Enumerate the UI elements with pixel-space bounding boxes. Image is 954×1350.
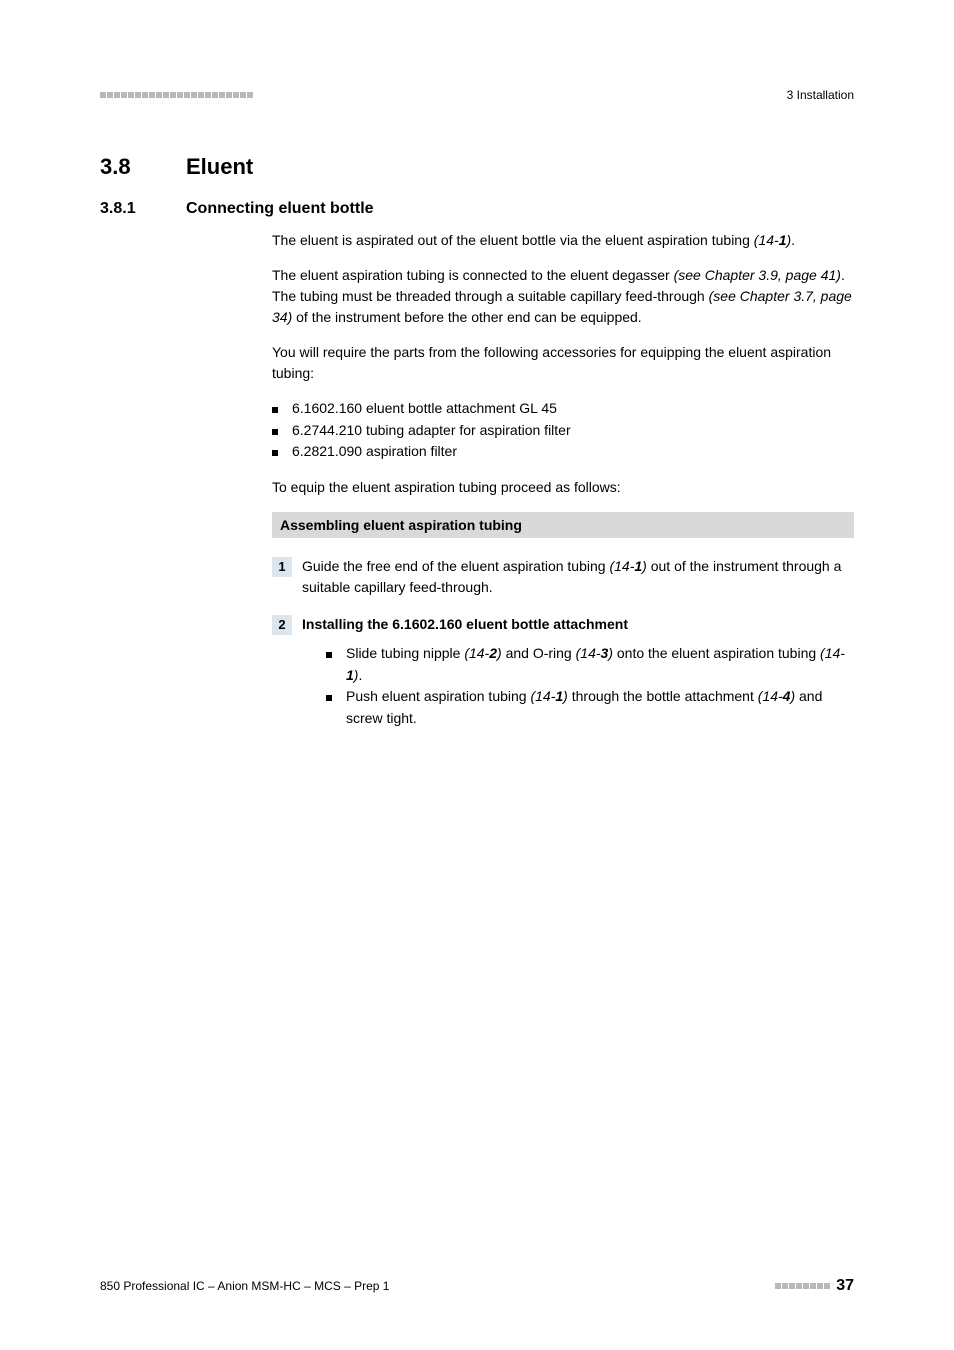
step-content: Installing the 6.1602.160 eluent bottle … [302, 614, 854, 730]
header-decoration [100, 92, 253, 98]
header-chapter: 3 Installation [787, 88, 854, 102]
section-title: Eluent [186, 154, 253, 179]
subsection-number: 3.8.1 [100, 200, 186, 218]
footer-decoration [775, 1283, 830, 1289]
list-item: 6.1602.160 eluent bottle attachment GL 4… [272, 398, 854, 420]
subsection-title: Connecting eluent bottle [186, 200, 374, 217]
step-title: Installing the 6.1602.160 eluent bottle … [302, 614, 854, 635]
section-number: 3.8 [100, 154, 186, 180]
step-number: 1 [272, 557, 292, 577]
footer-left: 850 Professional IC – Anion MSM-HC – MCS… [100, 1279, 389, 1293]
bullet-icon [272, 420, 292, 442]
page-number: 37 [836, 1277, 854, 1295]
bullet-list: 6.1602.160 eluent bottle attachment GL 4… [272, 398, 854, 463]
page-header: 3 Installation [100, 88, 854, 102]
paragraph: You will require the parts from the foll… [272, 342, 854, 384]
list-item: 6.2821.090 aspiration filter [272, 441, 854, 463]
footer-right: 37 [775, 1277, 854, 1295]
step-number: 2 [272, 615, 292, 635]
step: 2 Installing the 6.1602.160 eluent bottl… [272, 614, 854, 730]
paragraph: The eluent is aspirated out of the eluen… [272, 230, 854, 251]
paragraph: The eluent aspiration tubing is connecte… [272, 265, 854, 328]
list-item: Slide tubing nipple (14-2) and O-ring (1… [326, 643, 854, 686]
section-heading: 3.8Eluent [100, 154, 854, 180]
step: 1 Guide the free end of the eluent aspir… [272, 556, 854, 598]
bullet-icon [326, 686, 346, 729]
bullet-icon [326, 643, 346, 686]
bullet-icon [272, 441, 292, 463]
procedure-heading: Assembling eluent aspiration tubing [272, 512, 854, 538]
step-content: Guide the free end of the eluent aspirat… [302, 556, 854, 598]
list-item: 6.2744.210 tubing adapter for aspiration… [272, 420, 854, 442]
paragraph: To equip the eluent aspiration tubing pr… [272, 477, 854, 498]
subsection-heading: 3.8.1Connecting eluent bottle [100, 200, 854, 218]
bullet-icon [272, 398, 292, 420]
page-footer: 850 Professional IC – Anion MSM-HC – MCS… [100, 1277, 854, 1295]
list-item: Push eluent aspiration tubing (14-1) thr… [326, 686, 854, 729]
